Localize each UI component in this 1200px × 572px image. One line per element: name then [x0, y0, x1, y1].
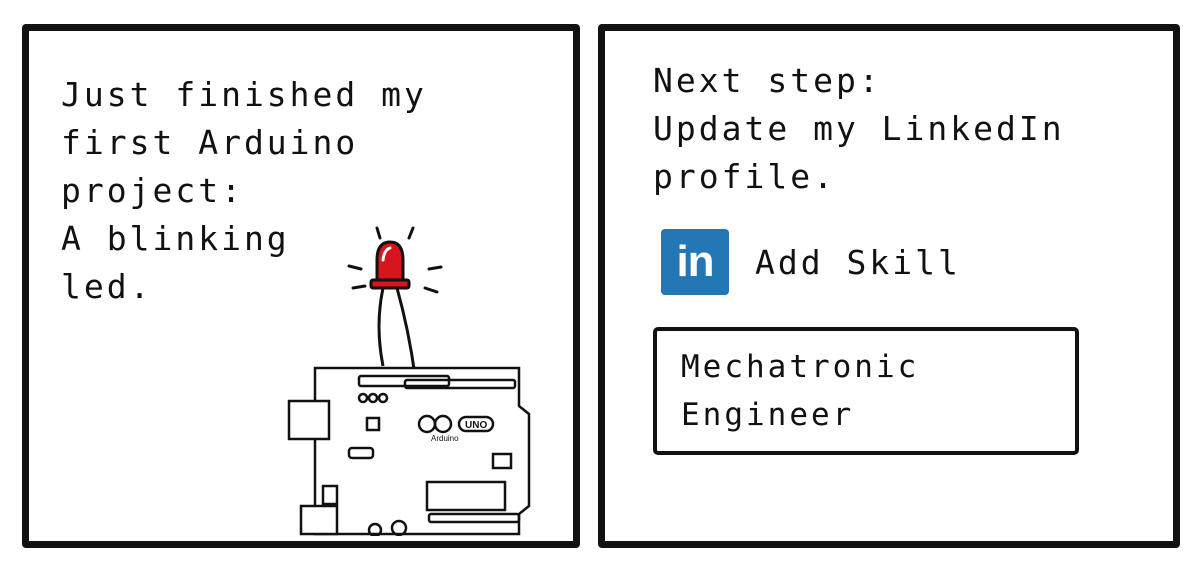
comic-panel-right: Next step: Update my LinkedIn profile. i… — [598, 24, 1180, 548]
led — [369, 240, 411, 290]
left-caption: Just finished my first Arduino project: … — [61, 71, 427, 311]
caption-line: Next step: — [653, 61, 882, 100]
skill-field-line: Engineer — [681, 397, 855, 433]
skill-field-line: Mechatronic — [681, 349, 920, 385]
caption-line: A blinking — [61, 219, 290, 258]
caption-line: Just finished my — [61, 75, 427, 114]
linkedin-icon: in — [661, 229, 729, 295]
caption-line: first Arduino — [61, 123, 359, 162]
add-skill-button[interactable]: in Add Skill — [661, 229, 961, 295]
arduino-led-illustration: Arduino UNO — [287, 226, 531, 536]
arduino-board — [287, 366, 531, 536]
caption-line: Update my LinkedIn — [653, 109, 1065, 148]
board-model-text: UNO — [465, 420, 487, 431]
board-logo-text: Arduino — [431, 434, 459, 443]
caption-line: led. — [61, 267, 153, 306]
add-skill-label: Add Skill — [755, 242, 961, 282]
led-legs — [377, 287, 417, 377]
caption-line: profile. — [653, 157, 836, 196]
led-glow-lines — [347, 226, 443, 294]
skill-input-field[interactable]: Mechatronic Engineer — [653, 327, 1079, 455]
comic-panel-left: Just finished my first Arduino project: … — [22, 24, 580, 548]
right-caption: Next step: Update my LinkedIn profile. — [653, 57, 1065, 201]
caption-line: project: — [61, 171, 244, 210]
